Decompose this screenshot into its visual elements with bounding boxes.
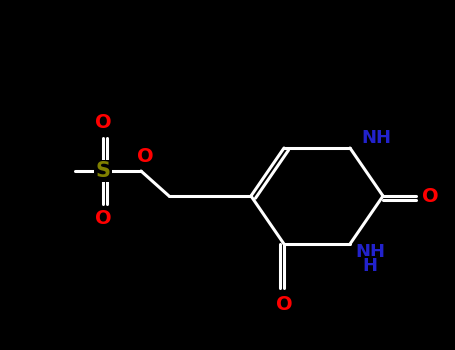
Text: O: O [276, 294, 292, 314]
Text: NH: NH [355, 243, 385, 261]
Text: O: O [95, 210, 111, 229]
Text: H: H [363, 257, 378, 275]
Text: NH: NH [361, 129, 391, 147]
Text: O: O [422, 187, 438, 205]
Text: O: O [95, 113, 111, 133]
Text: S: S [96, 161, 111, 181]
Text: O: O [136, 147, 153, 167]
